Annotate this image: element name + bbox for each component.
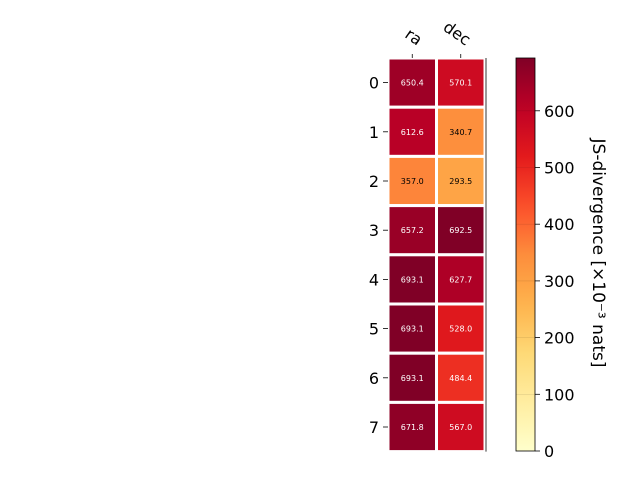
cell-value-label: 693.1 (401, 275, 424, 284)
cell-value-label: 612.6 (401, 128, 424, 137)
cell-value-label: 570.1 (449, 79, 472, 88)
cell-value-label: 692.5 (449, 226, 472, 235)
heatmap-cell (435, 154, 487, 208)
heatmap-cell (435, 204, 487, 257)
x-axis: ra dec (402, 17, 474, 58)
x-tick-label: ra (402, 24, 426, 49)
cell-value-label: 657.2 (401, 226, 424, 235)
cell-value-label: 528.0 (449, 325, 472, 334)
heatmap-cell (435, 400, 487, 454)
colorbar-tick-label: 600 (544, 102, 575, 121)
y-tick-label: 2 (369, 172, 379, 191)
colorbar-tick-label: 200 (544, 329, 575, 348)
cell-value-label: 484.4 (449, 374, 472, 383)
y-tick-label: 4 (369, 270, 379, 289)
x-tick-label: dec (440, 17, 474, 49)
heatmap-area: 650.4 570.1 612.6 340.7 357.0 293.5 657.2 692.5… (386, 56, 487, 454)
colorbar-tick-label: 300 (544, 272, 575, 291)
colorbar-label: JS-divergence [×10⁻³ nats] (588, 138, 608, 368)
cell-value-label: 567.0 (449, 423, 472, 432)
y-tick-label: 1 (369, 123, 379, 142)
cell-value-label: 650.4 (401, 79, 424, 88)
y-tick-label: 7 (369, 418, 379, 437)
colorbar-tick-label: 400 (544, 215, 575, 234)
heatmap-cell (435, 253, 487, 306)
y-axis: 0 1 2 3 4 5 6 7 (369, 74, 388, 437)
cell-value-label: 293.5 (449, 177, 472, 186)
colorbar-gradient (515, 57, 536, 452)
colorbar-tick-label: 0 (544, 442, 554, 461)
colorbar-tick-label: 500 (544, 158, 575, 177)
cell-value-label: 693.1 (401, 374, 424, 383)
y-tick-label: 5 (369, 320, 379, 339)
colorbar: 0 100 200 300 400 500 600 (515, 57, 575, 461)
cell-value-label: 340.7 (449, 128, 472, 137)
colorbar-tick-label: 100 (544, 385, 575, 404)
y-tick-label: 3 (369, 221, 379, 240)
heatmap-cell (435, 105, 487, 158)
y-tick-label: 6 (369, 369, 379, 388)
cell-value-label: 693.1 (401, 325, 424, 334)
cell-value-label: 627.7 (449, 275, 472, 284)
y-tick-label: 0 (369, 74, 379, 93)
cell-value-label: 357.0 (401, 177, 424, 186)
cell-value-label: 671.8 (401, 423, 424, 432)
